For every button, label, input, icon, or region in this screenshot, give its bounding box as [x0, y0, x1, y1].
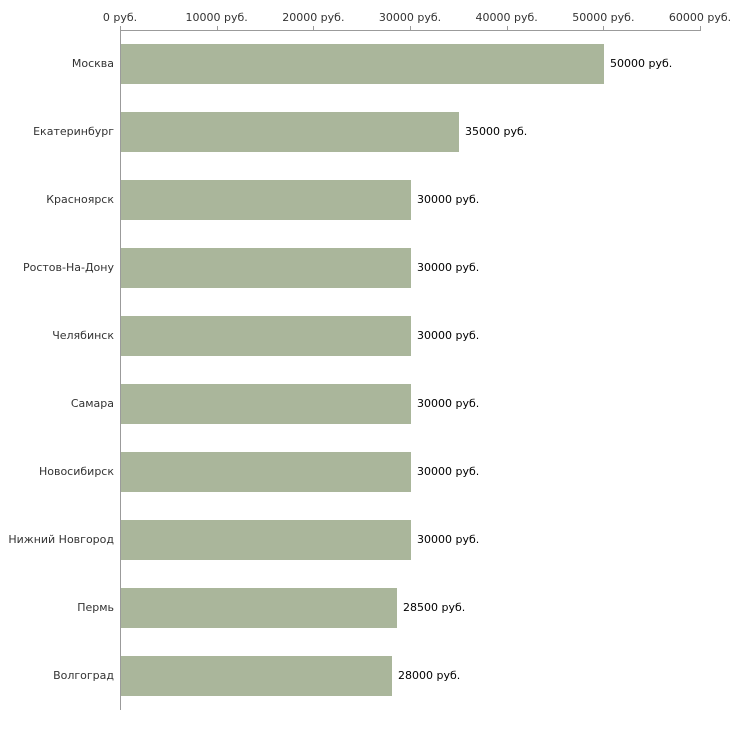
- x-axis-tick-mark: [120, 26, 121, 30]
- bar: [121, 656, 392, 696]
- bar: [121, 384, 411, 424]
- value-label: 30000 руб.: [417, 465, 480, 478]
- bar: [121, 588, 397, 628]
- x-axis-tick-mark: [216, 26, 218, 30]
- bar: [121, 180, 411, 220]
- x-axis-tick-mark: [506, 26, 508, 30]
- category-label: Москва: [71, 57, 114, 70]
- x-axis-tick-label: 60000 руб.: [668, 11, 730, 24]
- bar: [121, 44, 604, 84]
- x-axis-tick-label: 10000 руб.: [185, 11, 248, 24]
- value-label: 50000 руб.: [610, 57, 673, 70]
- category-label: Волгоград: [53, 669, 114, 682]
- value-label: 28500 руб.: [403, 601, 466, 614]
- x-axis-tick-label: 40000 руб.: [475, 11, 538, 24]
- category-label: Нижний Новгород: [8, 533, 114, 546]
- category-label: Самара: [70, 397, 114, 410]
- bar: [121, 520, 411, 560]
- x-axis-tick-mark: [313, 26, 315, 30]
- x-axis-tick-label: 50000 руб.: [572, 11, 635, 24]
- bar: [121, 316, 411, 356]
- category-label: Красноярск: [46, 193, 114, 206]
- value-label: 30000 руб.: [417, 193, 480, 206]
- x-axis-line: [120, 30, 701, 31]
- bar: [121, 452, 411, 492]
- value-label: 30000 руб.: [417, 397, 480, 410]
- value-label: 28000 руб.: [398, 669, 461, 682]
- bar: [121, 112, 459, 152]
- value-label: 30000 руб.: [417, 533, 480, 546]
- value-label: 30000 руб.: [417, 261, 480, 274]
- y-axis-line: [120, 30, 121, 710]
- x-axis-tick-mark: [700, 26, 701, 30]
- category-label: Ростов-На-Дону: [22, 261, 114, 274]
- bar: [121, 248, 411, 288]
- x-axis-tick-label: 30000 руб.: [378, 11, 442, 24]
- value-label: 35000 руб.: [465, 125, 528, 138]
- x-axis-tick-mark: [410, 26, 411, 30]
- category-label: Челябинск: [52, 329, 114, 342]
- x-axis-tick-mark: [603, 26, 605, 30]
- category-label: Пермь: [77, 601, 114, 614]
- x-axis-tick-label: 0 руб.: [102, 11, 138, 24]
- value-label: 30000 руб.: [417, 329, 480, 342]
- category-label: Екатеринбург: [33, 125, 114, 138]
- x-axis-tick-label: 20000 руб.: [282, 11, 345, 24]
- category-label: Новосибирск: [38, 465, 114, 478]
